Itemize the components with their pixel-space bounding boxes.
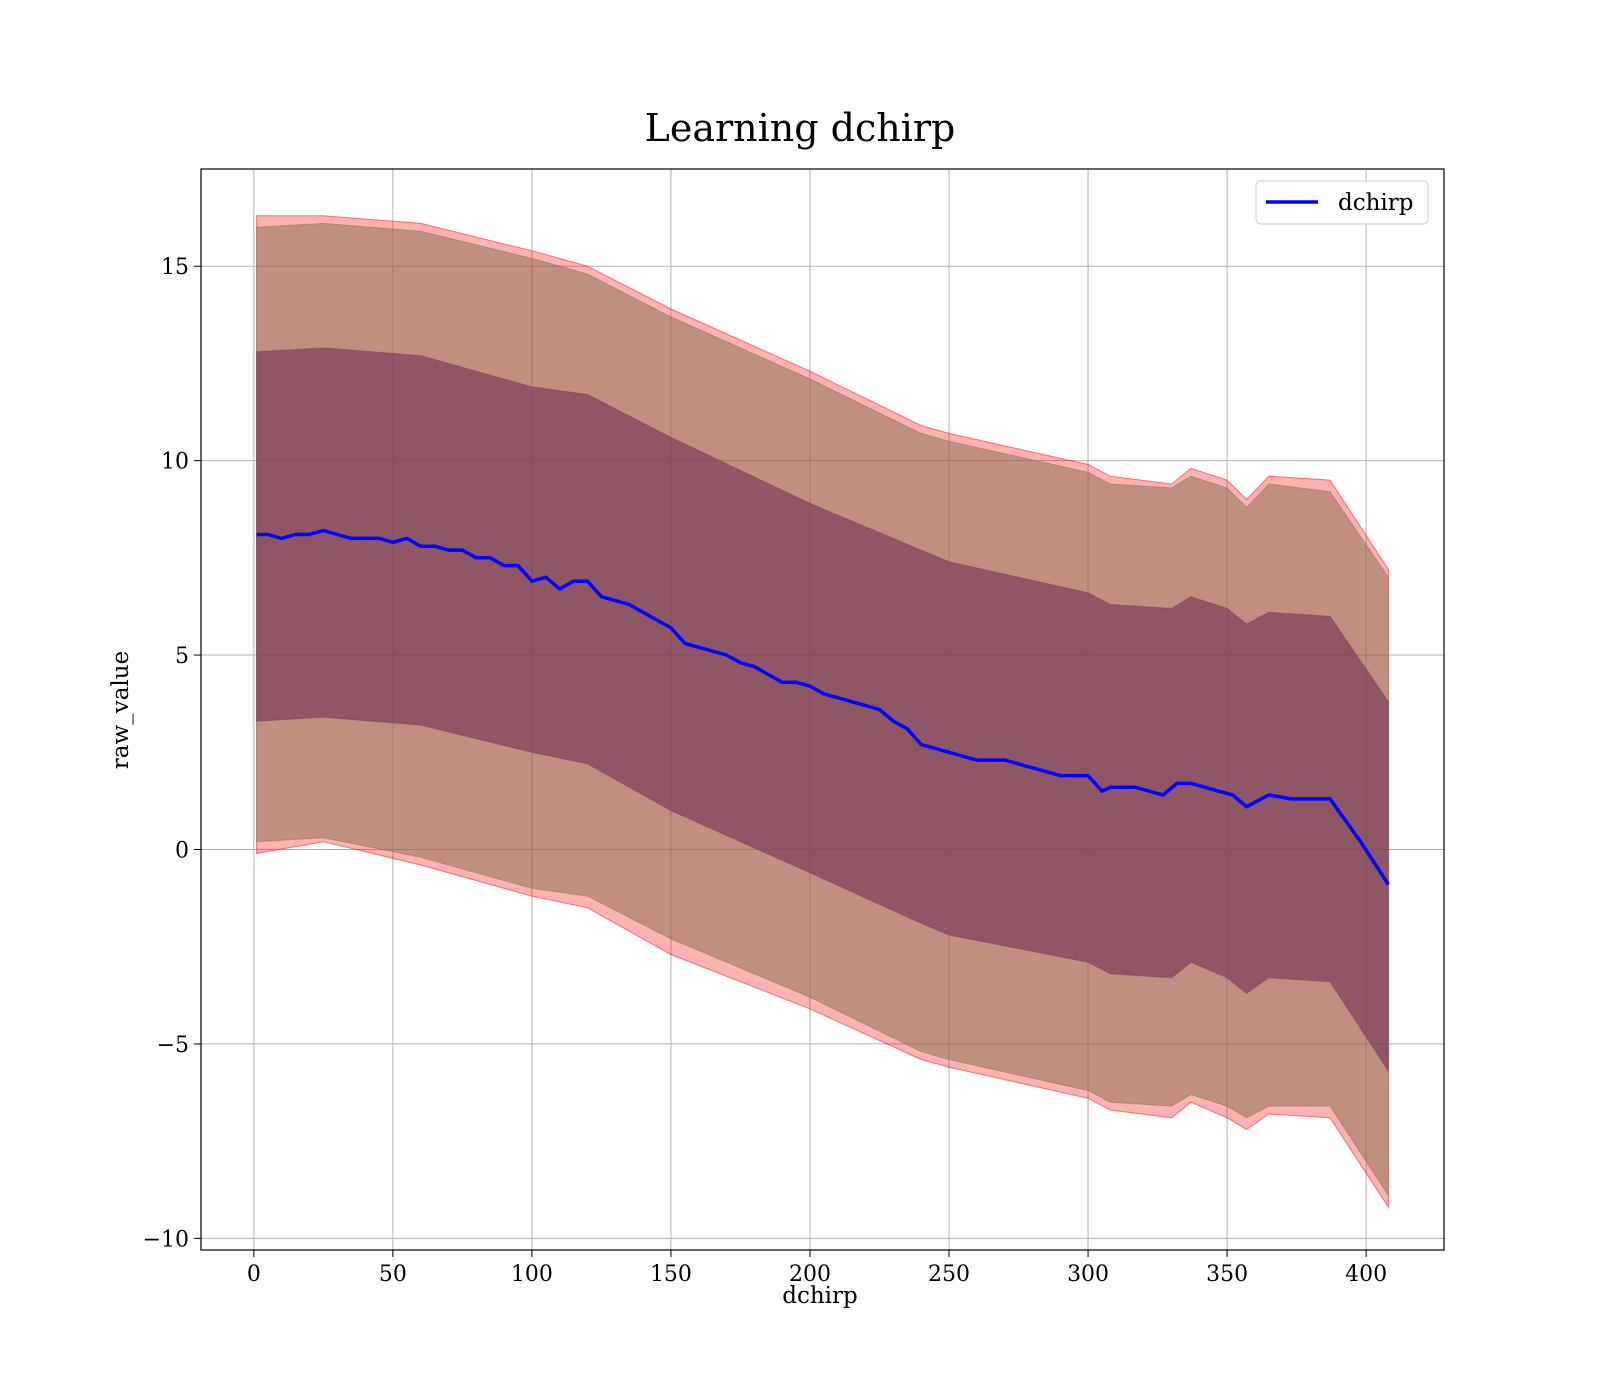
- confidence-bands: [256, 215, 1389, 1209]
- legend-label-dchirp: dchirp: [1338, 190, 1414, 216]
- plot-frame: [200, 168, 1445, 1251]
- x-tick-label: 100: [511, 1262, 553, 1287]
- x-tick-label: 400: [1345, 1262, 1387, 1287]
- x-tick-label: 0: [247, 1262, 261, 1287]
- legend: dchirp: [1255, 180, 1429, 225]
- x-tick-label: 50: [379, 1262, 407, 1287]
- y-axis: −10 −5 0 5 10 15: [143, 255, 201, 1252]
- series-lines: [256, 528, 1390, 886]
- x-tick-label: 200: [789, 1262, 831, 1287]
- chart-title: Learning dchirp: [645, 106, 956, 150]
- series-line-dchirp: [256, 528, 1390, 886]
- y-tick-label: 10: [161, 450, 189, 475]
- y-tick-label: 15: [161, 255, 189, 280]
- confidence-band-2: [256, 347, 1389, 1073]
- y-tick-label: −10: [143, 1227, 189, 1252]
- y-tick-label: 0: [175, 838, 189, 863]
- x-axis-label: dchirp: [782, 1283, 858, 1309]
- x-axis: 0 50 100 150 200 250 300 350 400: [247, 1250, 1387, 1287]
- x-tick-label: 150: [650, 1262, 692, 1287]
- x-tick-label: 350: [1206, 1262, 1248, 1287]
- x-tick-label: 250: [928, 1262, 970, 1287]
- y-axis-label: raw_value: [108, 651, 134, 769]
- x-tick-label: 300: [1067, 1262, 1109, 1287]
- legend-box: [1255, 180, 1429, 225]
- y-tick-label: −5: [157, 1033, 189, 1058]
- y-tick-label: 5: [175, 644, 189, 669]
